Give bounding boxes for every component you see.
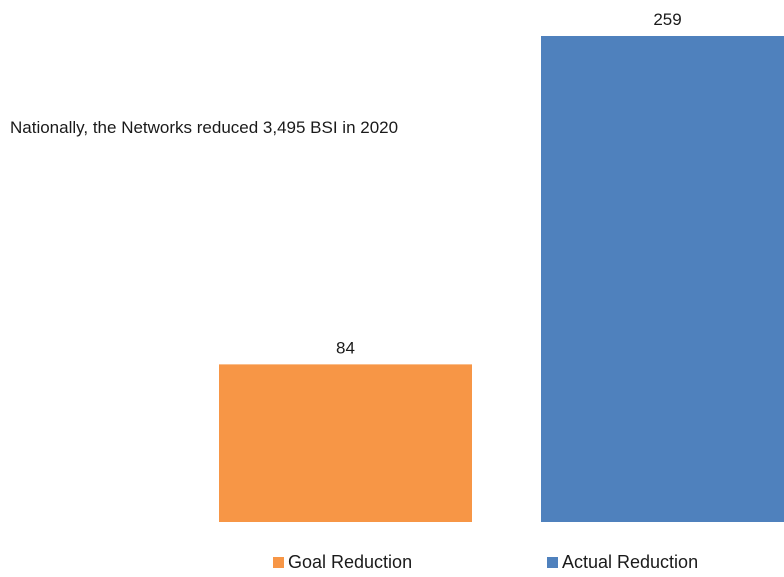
- chart-legend: Goal Reduction Actual Reduction: [0, 552, 784, 574]
- data-label-goal-reduction: 84: [336, 338, 355, 357]
- legend-item-goal-reduction: Goal Reduction: [273, 552, 412, 573]
- bar-actual-reduction: [541, 36, 784, 522]
- bar-goal-reduction: [219, 364, 472, 522]
- data-label-actual-reduction: 259: [653, 10, 681, 29]
- legend-item-actual-reduction: Actual Reduction: [547, 552, 698, 573]
- chart-annotation: Nationally, the Networks reduced 3,495 B…: [10, 118, 399, 137]
- legend-label-goal-reduction: Goal Reduction: [288, 552, 413, 572]
- legend-label-actual-reduction: Actual Reduction: [562, 552, 699, 572]
- legend-swatch-actual-reduction: [547, 557, 558, 568]
- legend-swatch-goal-reduction: [273, 557, 284, 568]
